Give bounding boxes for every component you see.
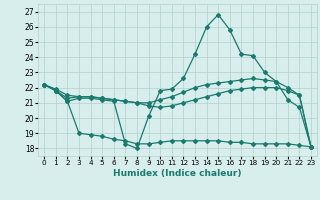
X-axis label: Humidex (Indice chaleur): Humidex (Indice chaleur): [113, 169, 242, 178]
